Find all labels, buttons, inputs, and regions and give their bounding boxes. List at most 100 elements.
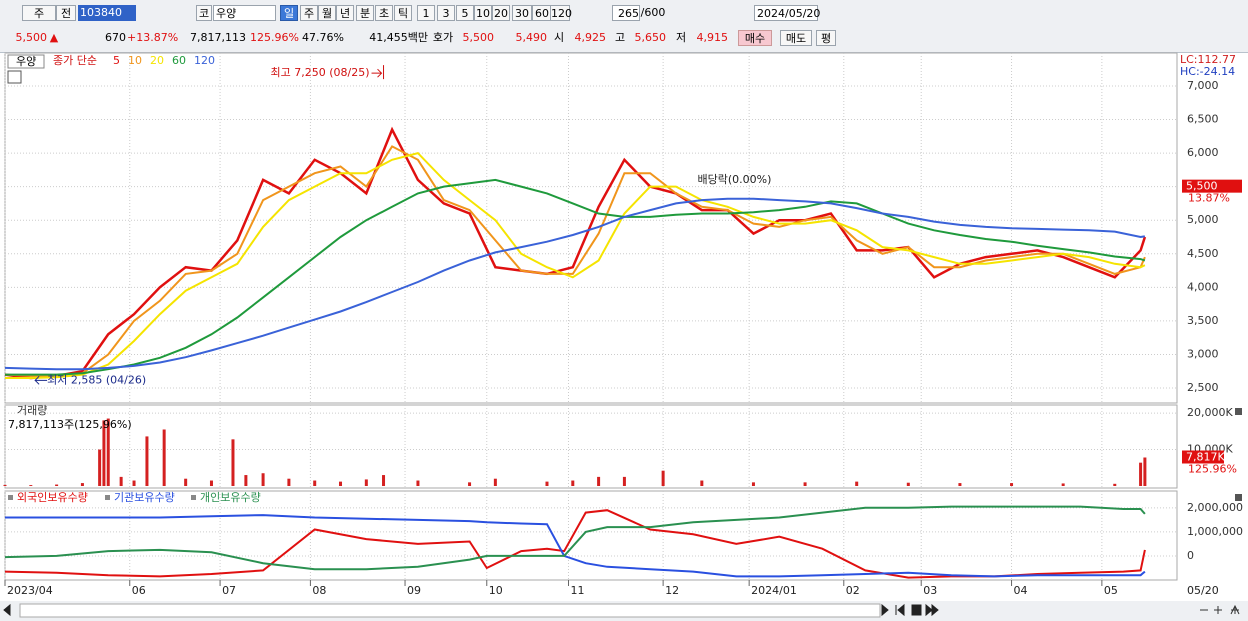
- toolbar-item[interactable]: 분: [356, 5, 374, 21]
- volume-bar: [98, 449, 102, 486]
- toolbar-item: 저: [675, 31, 687, 44]
- toolbar-item[interactable]: 1: [417, 5, 435, 21]
- legend-entry: 기관보유수량: [114, 491, 175, 504]
- toolbar-item[interactable]: 일: [280, 5, 298, 21]
- series-line: [5, 178, 1146, 376]
- x-tick-label: 2024/01: [751, 584, 797, 597]
- y-tick-label: 0: [1187, 549, 1194, 562]
- x-tick-label: 2023/04: [7, 584, 53, 597]
- toolbar: 주 전 103840 코 우양 일 주 월 년 분 초 틱 1 3 5 10 20 30 60 120 265/600 2…: [0, 0, 1248, 53]
- volume-bar: [184, 478, 188, 486]
- y-tick-label: 4,500: [1187, 247, 1219, 260]
- volume-bar: [244, 475, 248, 486]
- scroll-thumb[interactable]: [19, 603, 881, 618]
- toolbar-item[interactable]: 10: [474, 5, 492, 21]
- x-tick-label: 06: [132, 584, 146, 597]
- toolbar-item[interactable]: 120: [550, 5, 572, 21]
- toolbar-item: 5,490: [515, 31, 548, 44]
- volume-bar: [132, 480, 136, 486]
- series-line: [4, 197, 1146, 371]
- toolbar-item[interactable]: 5: [456, 5, 474, 21]
- toolbar-item[interactable]: 3: [437, 5, 455, 21]
- price-tag: [1182, 179, 1242, 193]
- stock-name: 우양: [16, 55, 36, 68]
- y-tick-label: 4,000: [1187, 280, 1219, 293]
- table-icon[interactable]: [7, 70, 22, 84]
- toolbar-item[interactable]: 월: [318, 5, 336, 21]
- volume-bar: [700, 480, 704, 486]
- x-tick-label: 08: [312, 584, 326, 597]
- toolbar-item[interactable]: 평: [816, 30, 836, 46]
- annotation: 배당락(0.00%): [698, 173, 772, 186]
- x-tick-label: 05: [1104, 584, 1118, 597]
- toolbar-item[interactable]: 20: [492, 5, 510, 21]
- scroll-buttons[interactable]: [3, 603, 939, 617]
- volume-bar: [80, 483, 84, 486]
- toolbar-item: 7,817,113: [190, 31, 246, 44]
- series-line: [5, 514, 1146, 578]
- x-tick-label: 11: [570, 584, 584, 597]
- legend-swatch: [8, 495, 13, 500]
- toolbar-item[interactable]: 년: [336, 5, 354, 21]
- volume-bar: [162, 429, 166, 486]
- volume-bar: [102, 420, 106, 486]
- toolbar-item: 125.96%: [250, 31, 299, 44]
- toolbar-item[interactable]: 매도: [780, 30, 812, 46]
- toolbar-item[interactable]: 주: [22, 5, 56, 21]
- panel-subtitle: 7,817,113주(125,96%): [8, 418, 132, 431]
- x-tick-label: 03: [923, 584, 937, 597]
- toolbar-item[interactable]: 매수: [738, 30, 772, 46]
- toolbar-item[interactable]: 우양: [213, 5, 276, 21]
- volume-bar: [1061, 483, 1065, 486]
- volume-bar: [1113, 483, 1117, 486]
- volume-bar: [364, 479, 368, 486]
- volume-bar: [55, 484, 59, 486]
- volume-bar: [622, 476, 626, 486]
- volume-bar: [382, 475, 386, 486]
- legend-entry: 외국인보유수량: [17, 491, 88, 504]
- volume-bar: [1139, 462, 1143, 486]
- volume-bar: [751, 482, 755, 486]
- legend-title: 종가 단순: [53, 54, 97, 67]
- volume-bar: [416, 480, 420, 486]
- annotation: 최저 2,585 (04/26): [47, 373, 146, 386]
- x-tick-label: 10: [489, 584, 503, 597]
- panel-close[interactable]: [1235, 408, 1242, 415]
- volume-bar: [106, 418, 110, 486]
- toolbar-item[interactable]: 265: [612, 5, 640, 21]
- volume-bar: [339, 481, 343, 486]
- y-tick-label: 6,500: [1187, 113, 1219, 126]
- volume-bar: [209, 480, 213, 486]
- toolbar-item[interactable]: 60: [532, 5, 552, 21]
- toolbar-item[interactable]: 초: [375, 5, 393, 21]
- toolbar-item[interactable]: 전: [56, 5, 76, 21]
- indicator: HC:-24.14: [1180, 65, 1235, 78]
- volume-bar: [661, 470, 665, 486]
- volume-bar: [231, 439, 235, 486]
- price-tag-label: 5,500: [1186, 180, 1218, 193]
- volume-rate: 125.96%: [1188, 463, 1237, 476]
- toolbar-item[interactable]: 2024/05/20: [754, 5, 820, 21]
- zoom-buttons[interactable]: [1200, 604, 1240, 615]
- toolbar-item: 고: [614, 31, 626, 44]
- volume-bar: [287, 478, 291, 486]
- toolbar-item[interactable]: 30: [512, 5, 532, 21]
- toolbar-item[interactable]: 코: [196, 5, 212, 21]
- volume-bar: [1010, 483, 1014, 486]
- volume-bar: [597, 476, 601, 486]
- y-tick-label: 3,500: [1187, 314, 1219, 327]
- toolbar-item[interactable]: 틱: [394, 5, 412, 21]
- y-tick-label: 5,000: [1187, 213, 1219, 226]
- toolbar-item: +13.87%: [127, 31, 179, 44]
- toolbar-item: 4,925: [574, 31, 607, 44]
- y-tick-label: 1,000,000: [1187, 525, 1243, 538]
- toolbar-item[interactable]: 103840: [78, 5, 136, 21]
- volume-bar: [1143, 457, 1147, 486]
- volume-tag: [1182, 450, 1224, 464]
- volume-bar: [261, 473, 265, 486]
- x-tick-label: 04: [1014, 584, 1028, 597]
- y-tick-label: 6,000: [1187, 146, 1219, 159]
- panel-close[interactable]: [1235, 494, 1242, 501]
- toolbar-item[interactable]: 주: [300, 5, 318, 21]
